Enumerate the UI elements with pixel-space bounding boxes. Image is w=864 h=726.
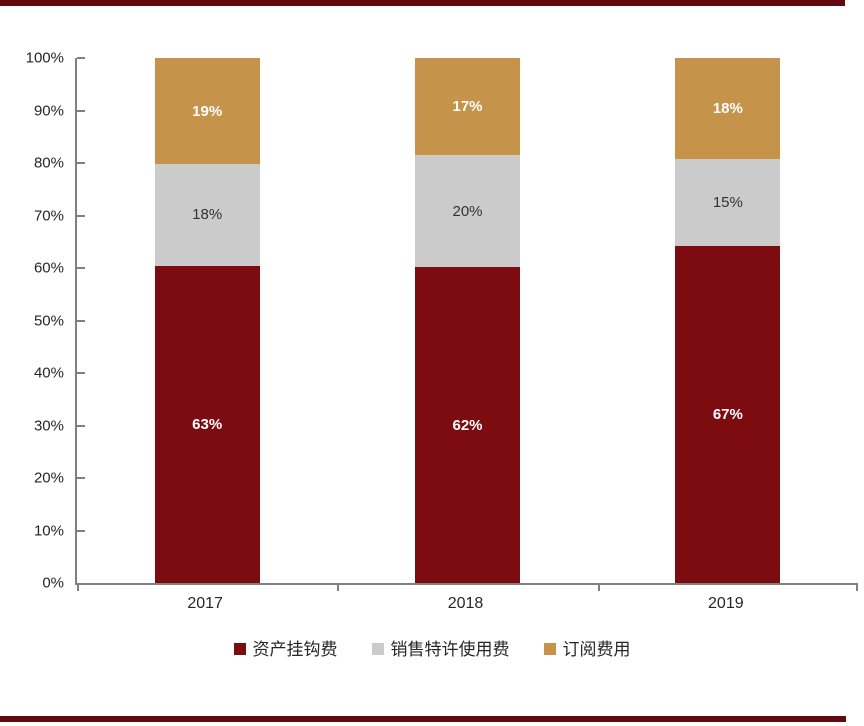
x-category-label: 2017 [187,595,223,612]
bar-segment: 63% [154,265,260,584]
y-tick-label: 90% [33,102,64,119]
segment-value-label: 67% [712,406,743,424]
y-tick-mark [77,319,85,322]
y-tick-mark [77,267,85,269]
legend-label: 销售特许使用费 [390,639,510,659]
y-tick-label: 70% [33,207,64,224]
y-tick-mark [77,162,85,164]
segment-value-label: 18% [192,206,223,224]
legend-swatch-icon [543,643,556,655]
segment-value-label: 20% [452,202,483,220]
bar-segment: 15% [675,159,781,247]
legend-item: 订阅费用 [543,639,631,659]
segment-value-label: 19% [192,102,223,120]
legend-label: 订阅费用 [562,639,631,659]
x-category-label: 2019 [708,595,744,612]
y-tick-mark [77,477,85,479]
segment-value-label: 17% [452,98,483,116]
x-tick-mark [597,585,600,591]
segment-value-label: 63% [192,415,223,433]
y-tick-label: 60% [33,259,64,277]
bar-segment: 19% [154,58,260,165]
y-tick-label: 10% [33,522,64,539]
segment-value-label: 62% [452,416,483,434]
top-rule [0,0,845,6]
y-tick-label: 40% [33,364,64,382]
bar-segment: 67% [675,246,781,583]
legend-swatch-icon [371,643,384,655]
y-axis-labels: 0% 10% 20% 30% 40% 50% 60% 70% 80% 90% 100% [0,51,64,591]
bottom-rule [0,716,846,722]
y-tick-mark [77,57,85,59]
x-category-label: 2018 [447,595,484,612]
y-tick-label: 30% [33,417,64,434]
bar-segment: 17% [415,58,520,156]
bar-segment: 18% [675,58,781,160]
legend-item: 资产挂钩费 [233,639,338,659]
stacked-bar-2018: 17% 20% 62% [415,58,520,583]
bar-segment: 62% [415,267,520,583]
plot-area: 19% 18% 63% 17% 20% 62% 18% 15% 67% [75,57,858,591]
y-tick-label: 20% [33,469,64,487]
chart-legend: 资产挂钩费 销售特许使用费 订阅费用 [0,637,864,661]
y-tick-mark [77,529,85,532]
stacked-bar-2017: 19% 18% 63% [154,58,260,584]
y-tick-mark [77,424,85,427]
y-tick-label: 50% [33,312,64,329]
y-tick-label: 100% [25,49,64,67]
x-tick-mark [77,585,79,591]
legend-swatch-icon [233,643,246,655]
legend-item: 销售特许使用费 [371,639,510,659]
y-tick-mark [77,214,85,217]
segment-value-label: 18% [712,100,743,118]
bar-segment: 20% [415,155,520,268]
segment-value-label: 15% [712,194,743,212]
x-axis-labels: 2017 2018 2019 [75,594,856,616]
x-tick-mark [856,585,858,591]
y-tick-mark [77,372,85,374]
y-tick-mark [77,109,85,112]
legend-label: 资产挂钩费 [252,639,338,659]
bar-segment: 18% [154,164,260,266]
y-tick-label: 0% [42,574,64,592]
stacked-bar-2019: 18% 15% 67% [675,58,781,583]
x-tick-mark [337,585,340,591]
y-tick-label: 80% [33,154,64,172]
